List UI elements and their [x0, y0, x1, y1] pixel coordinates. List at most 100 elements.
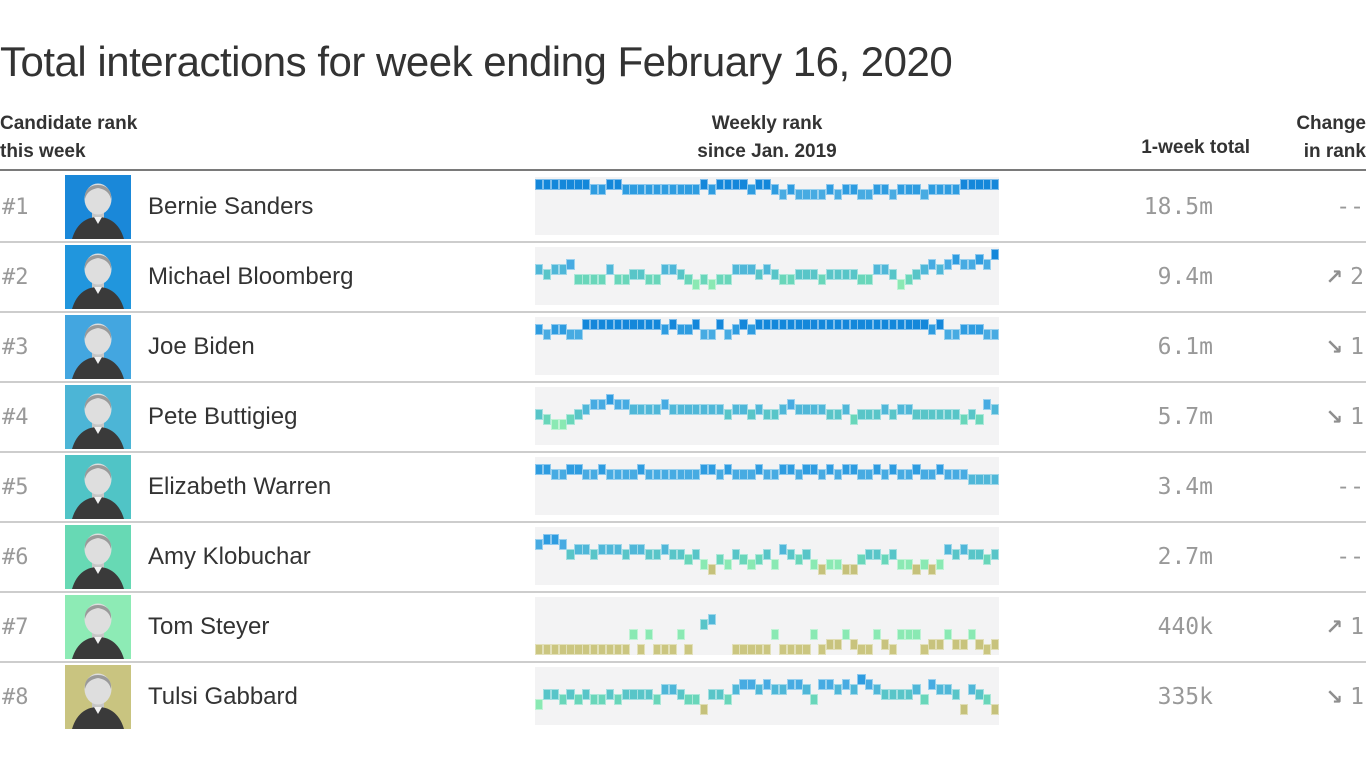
weekly-rank-block: [597, 643, 607, 655]
rank-change-arrow-icon: ↘: [1325, 405, 1344, 429]
weekly-rank-block: [865, 548, 874, 560]
candidate-photo: [65, 175, 131, 239]
weekly-rank-block: [763, 548, 772, 560]
weekly-rank-block: [794, 318, 803, 330]
weekly-rank-block: [582, 273, 591, 285]
weekly-rank-block: [597, 398, 607, 410]
weekly-rank-block: [605, 178, 614, 190]
weekly-rank-block: [975, 253, 984, 265]
one-week-total: 6.1m: [1157, 334, 1213, 360]
candidate-name: Elizabeth Warren: [148, 473, 332, 500]
weekly-rank-block: [936, 683, 945, 695]
one-week-total: 9.4m: [1157, 264, 1213, 290]
rank-change: ↘ 1: [1326, 334, 1364, 360]
weekly-rank-block: [810, 318, 819, 330]
weekly-rank-block: [542, 413, 552, 425]
weekly-rank-block: [936, 263, 945, 275]
weekly-rank-block: [652, 273, 662, 285]
rank-change-arrow-icon: ↘: [1325, 335, 1344, 359]
weekly-rank-block: [629, 403, 638, 415]
weekly-rank-block: [629, 268, 638, 280]
weekly-rank-block: [888, 463, 898, 475]
weekly-rank-block: [865, 468, 874, 480]
weekly-rank-block: [920, 693, 929, 705]
weekly-rank-block: [881, 183, 890, 195]
candidate-name: Bernie Sanders: [148, 193, 314, 220]
weekly-rank-block: [660, 398, 670, 410]
weekly-rank-block: [535, 643, 544, 655]
weekly-rank-block: [597, 543, 607, 555]
weekly-rank-block: [755, 318, 764, 330]
weekly-rank-block: [637, 403, 646, 415]
weekly-rank-block: [652, 468, 662, 480]
weekly-rank-block: [708, 688, 717, 700]
weekly-rank-block: [739, 643, 748, 655]
weekly-rank-block: [668, 643, 677, 655]
weekly-rank-block: [904, 628, 913, 640]
weekly-rank-block: [558, 538, 567, 550]
weekly-rank-block: [912, 683, 921, 695]
weekly-rank-block: [755, 403, 764, 415]
weekly-rank-block: [747, 183, 756, 195]
weekly-rank-block: [613, 273, 622, 285]
weekly-rank-block: [959, 543, 968, 555]
weekly-rank-block: [590, 548, 599, 560]
weekly-rank-block: [621, 643, 630, 655]
weekly-rank-block: [841, 318, 850, 330]
weekly-rank-block: [723, 328, 732, 340]
weekly-rank-block: [967, 683, 976, 695]
weekly-rank-block: [731, 263, 740, 275]
weekly-rank-block: [770, 183, 780, 195]
weekly-rank-block: [786, 678, 795, 690]
weekly-rank-block: [660, 643, 670, 655]
weekly-rank-block: [975, 473, 984, 485]
weekly-rank-sparkline: [535, 247, 1000, 305]
weekly-rank-block: [943, 683, 953, 695]
weekly-rank-block: [896, 468, 905, 480]
weekly-rank-block: [535, 408, 544, 420]
rank-change: --: [1336, 474, 1364, 500]
weekly-rank-block: [629, 468, 638, 480]
weekly-rank-block: [810, 628, 819, 640]
weekly-rank-block: [755, 683, 764, 695]
weekly-rank-block: [857, 553, 866, 565]
rank-label: #6: [2, 545, 29, 570]
weekly-rank-block: [684, 553, 693, 565]
weekly-rank-block: [535, 698, 544, 710]
weekly-rank-block: [739, 263, 748, 275]
weekly-rank-block: [991, 328, 1000, 340]
weekly-rank-block: [731, 403, 740, 415]
table-row: #6 Amy Klobuchar 2.7m --: [0, 523, 1366, 593]
weekly-rank-block: [778, 463, 787, 475]
weekly-rank-block: [605, 468, 614, 480]
weekly-rank-block: [652, 548, 662, 560]
weekly-rank-block: [574, 408, 583, 420]
weekly-rank-block: [849, 463, 858, 475]
weekly-rank-block: [637, 463, 646, 475]
weekly-rank-block: [739, 553, 748, 565]
weekly-rank-block: [849, 563, 858, 575]
weekly-rank-block: [951, 638, 960, 650]
weekly-rank-block: [959, 638, 968, 650]
weekly-rank-block: [542, 463, 552, 475]
weekly-rank-block: [951, 183, 960, 195]
weekly-rank-block: [833, 638, 843, 650]
weekly-rank-block: [645, 183, 654, 195]
weekly-rank-block: [943, 183, 953, 195]
weekly-rank-block: [692, 548, 701, 560]
weekly-rank-block: [645, 403, 654, 415]
weekly-rank-block: [566, 643, 575, 655]
rank-change: ↘ 1: [1326, 684, 1364, 710]
weekly-rank-block: [849, 413, 858, 425]
weekly-rank-block: [550, 533, 559, 545]
weekly-rank-block: [778, 318, 787, 330]
weekly-rank-block: [582, 468, 591, 480]
weekly-rank-block: [983, 553, 992, 565]
weekly-rank-block: [873, 183, 882, 195]
one-week-total: 18.5m: [1143, 194, 1213, 220]
weekly-rank-block: [566, 548, 575, 560]
weekly-rank-block: [590, 183, 599, 195]
weekly-rank-block: [802, 463, 811, 475]
weekly-rank-block: [605, 318, 614, 330]
